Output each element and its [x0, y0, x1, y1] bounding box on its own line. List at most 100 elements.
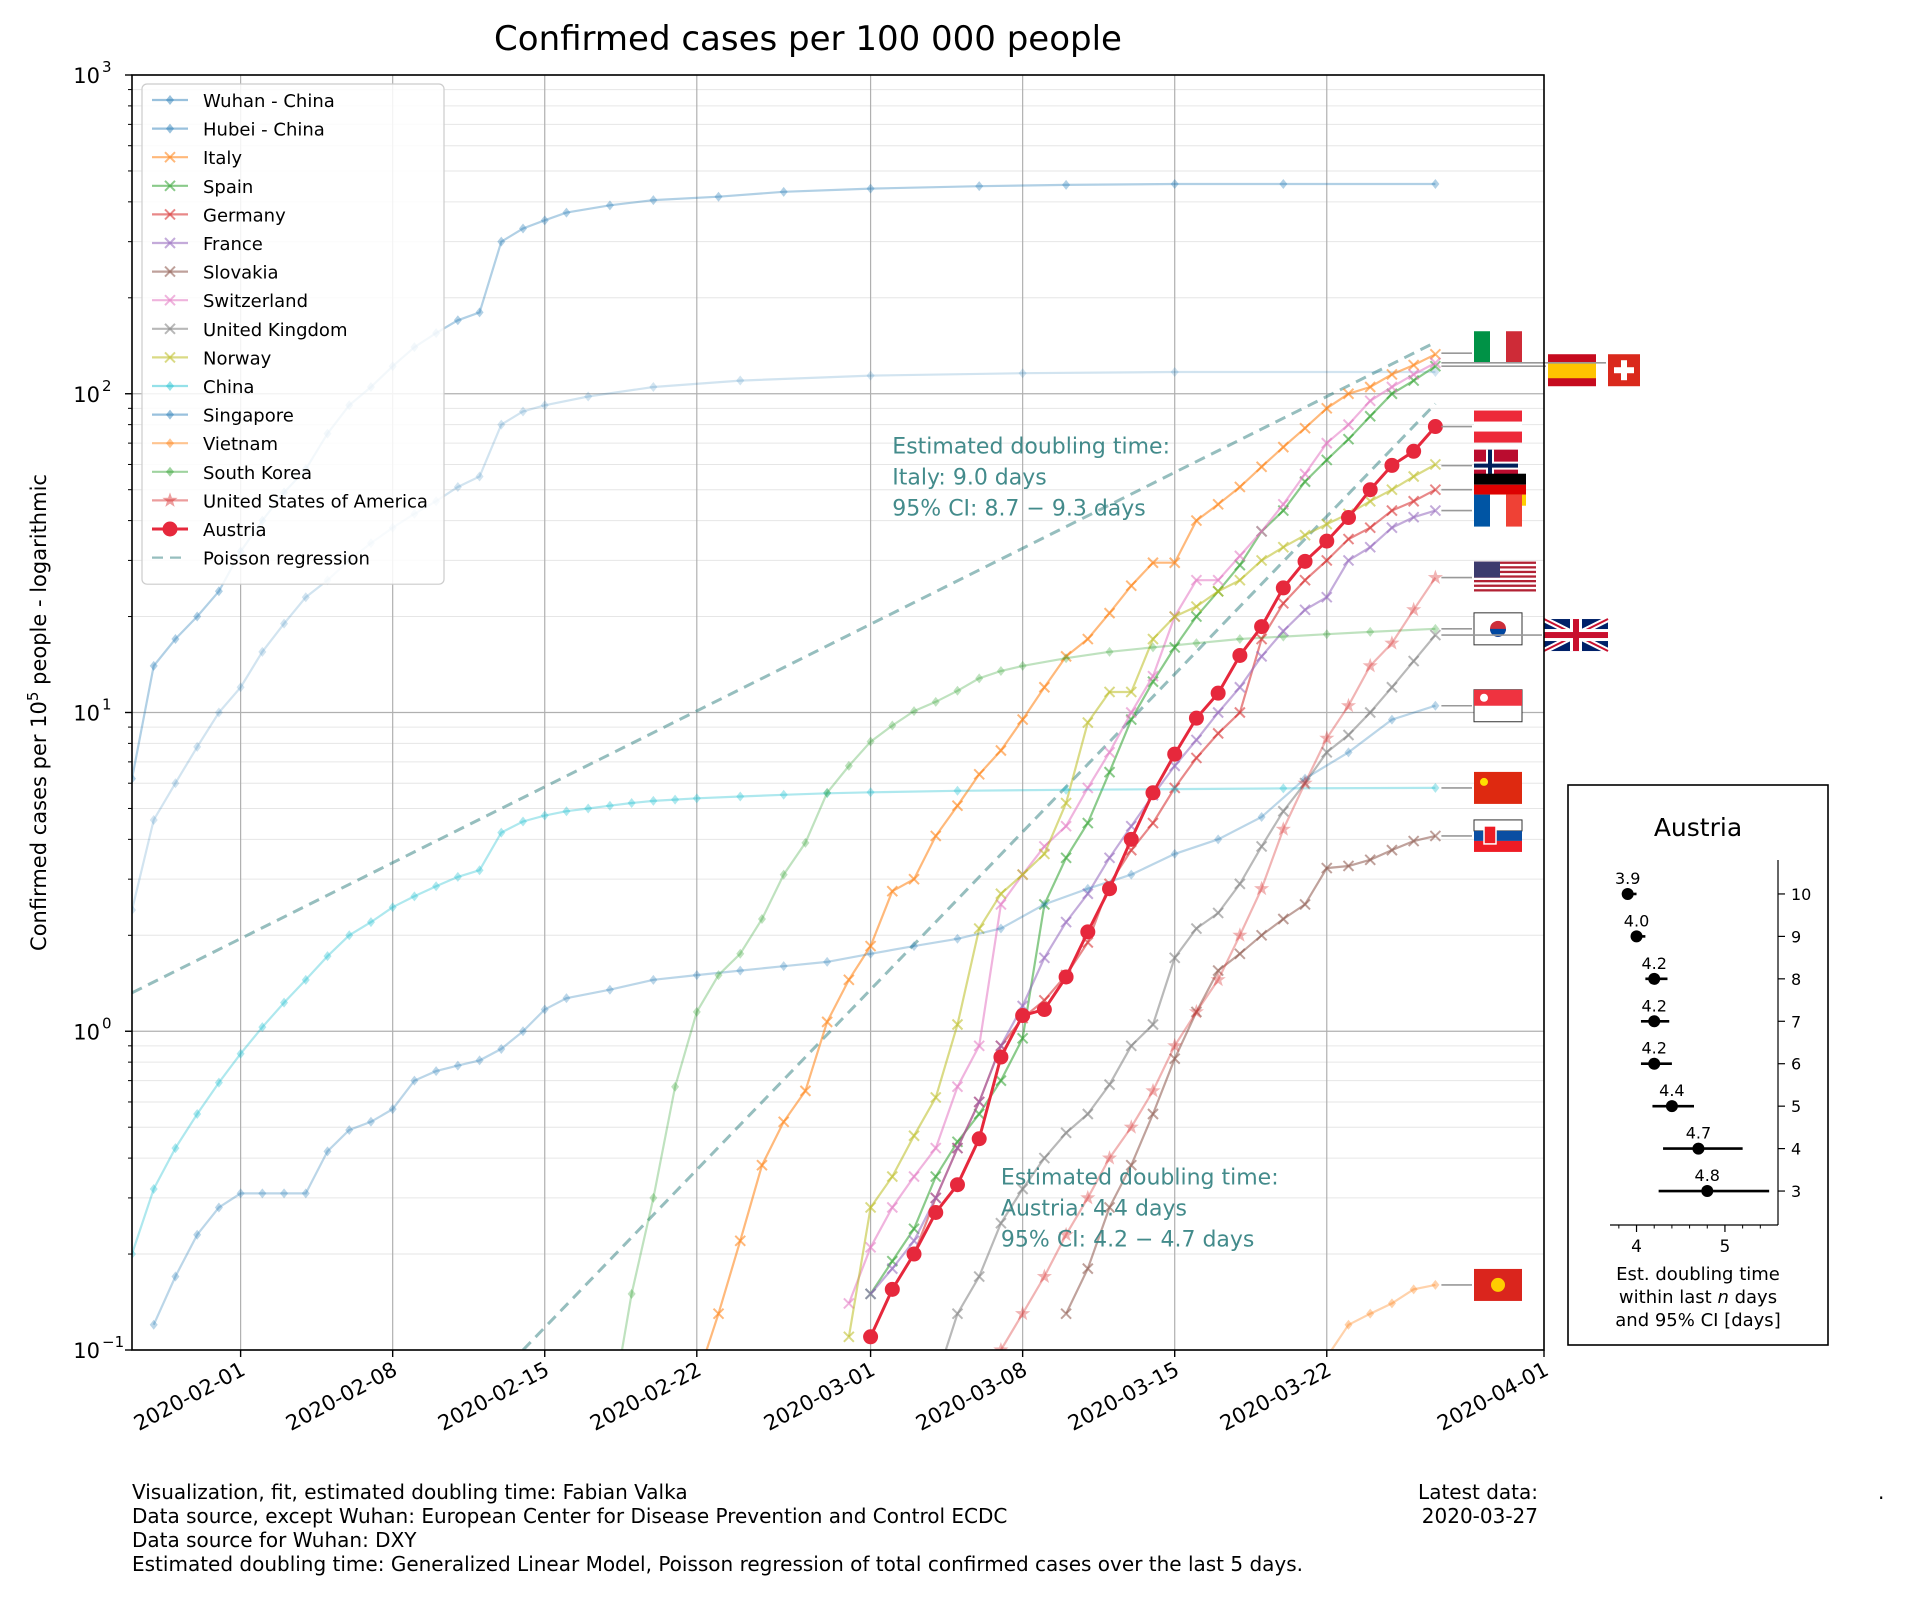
- data-point: [1082, 1262, 1094, 1275]
- legend-label: South Korea: [203, 463, 312, 484]
- inset-estimate-point: [1692, 1142, 1705, 1155]
- data-point: [649, 195, 658, 206]
- data-point: [1364, 521, 1376, 534]
- legend-entry-spain: Spain: [152, 177, 253, 198]
- data-point: [497, 827, 506, 838]
- legend-entry-singapore: Singapore: [152, 406, 294, 427]
- data-point: [1147, 633, 1159, 645]
- credits-footer: Visualization, fit, estimated doubling t…: [132, 1480, 1303, 1576]
- data-point: [1060, 1307, 1072, 1320]
- credit-line-method: Estimated doubling time: Generalized Lin…: [132, 1552, 1304, 1576]
- annotation-line: 95% CI: 8.7 − 9.3 days: [892, 496, 1145, 521]
- data-point: [258, 1022, 267, 1033]
- latest-data-label: Latest data:: [1418, 1480, 1538, 1504]
- data-point: [1319, 730, 1335, 745]
- data-point: [132, 773, 136, 784]
- data-point: [280, 1188, 289, 1199]
- data-point: [1212, 706, 1224, 719]
- data-point: [562, 993, 571, 1004]
- data-point: [1080, 924, 1096, 940]
- data-point: [821, 1016, 833, 1028]
- data-point: [1254, 619, 1270, 635]
- inset-estimate-n8: 4.2: [1641, 954, 1668, 985]
- data-point: [779, 869, 788, 880]
- legend-swatch-marker: [164, 294, 176, 306]
- data-point: [1407, 359, 1420, 371]
- data-point: [973, 922, 985, 935]
- data-point: [1431, 700, 1440, 711]
- data-point: [366, 1116, 375, 1127]
- data-point: [1299, 574, 1311, 586]
- data-point: [562, 806, 571, 817]
- y-tick-label: 10: [73, 383, 100, 407]
- data-point: [779, 186, 788, 197]
- legend-label: Switzerland: [203, 291, 308, 312]
- data-point: [345, 1125, 354, 1135]
- credit-line-visualization: Visualization, fit, estimated doubling t…: [132, 1480, 688, 1504]
- data-point: [1299, 898, 1311, 911]
- data-point: [649, 381, 658, 392]
- data-point: [1169, 641, 1181, 654]
- data-point: [1407, 835, 1420, 847]
- data-point: [258, 1188, 267, 1199]
- data-point: [1321, 591, 1333, 603]
- data-point: [649, 795, 658, 806]
- data-point: [886, 1262, 899, 1275]
- data-point: [1255, 633, 1268, 645]
- data-point: [1297, 553, 1313, 569]
- data-point: [866, 736, 875, 747]
- credit-line-wuhan-source: Data source for Wuhan: DXY: [132, 1528, 417, 1552]
- credit-line-data-source: Data source, except Wuhan: European Cent…: [132, 1504, 1008, 1528]
- data-point: [1321, 518, 1333, 530]
- x-tick-label: 2020-03-15: [1064, 1357, 1183, 1435]
- data-point: [930, 1091, 942, 1104]
- data-point: [1234, 948, 1246, 960]
- legend-entry-norway: Norway: [152, 348, 272, 369]
- data-point: [1340, 510, 1356, 526]
- legend-label: France: [203, 234, 263, 255]
- data-point: [1299, 422, 1311, 434]
- data-point: [1297, 775, 1313, 790]
- data-point: [1234, 574, 1246, 586]
- series-singapore: [149, 700, 1440, 1330]
- data-point: [1407, 470, 1420, 483]
- data-point: [908, 1170, 920, 1183]
- legend-entry-hubei-china: Hubei - China: [152, 120, 325, 141]
- data-point: [475, 471, 484, 482]
- inset-x-tick-label: 4: [1631, 1237, 1642, 1257]
- data-point: [1342, 729, 1355, 741]
- legend-swatch-marker: [166, 95, 174, 105]
- inset-y-tick-label: 9: [1791, 927, 1801, 946]
- data-point: [951, 1018, 964, 1031]
- data-point: [995, 1074, 1007, 1087]
- data-point: [1409, 1284, 1418, 1295]
- data-point: [1212, 574, 1224, 586]
- data-point: [930, 1142, 942, 1154]
- data-point: [930, 1192, 942, 1204]
- data-point: [497, 1043, 506, 1054]
- data-point: [799, 1085, 812, 1097]
- data-point: [1190, 752, 1203, 764]
- data-point: [193, 611, 202, 622]
- legend-label: Germany: [203, 205, 286, 226]
- data-point: [1362, 482, 1378, 498]
- data-point: [671, 1081, 680, 1092]
- data-point: [1234, 706, 1246, 719]
- series-line-china: [132, 786, 1436, 1255]
- legend-label: Spain: [203, 177, 253, 198]
- data-point: [258, 646, 267, 657]
- data-point: [1145, 1082, 1161, 1098]
- data-point: [1429, 483, 1442, 496]
- data-point: [388, 902, 397, 913]
- data-point: [1125, 1040, 1137, 1052]
- flag-france: [1441, 494, 1522, 527]
- annotation-line: Estimated doubling time:: [892, 434, 1170, 459]
- annotation-line: Austria: 4.4 days: [1001, 1197, 1187, 1222]
- data-point: [193, 741, 202, 752]
- data-point: [1387, 1298, 1396, 1309]
- data-point: [1058, 969, 1074, 985]
- data-point: [692, 793, 701, 804]
- data-point: [1062, 784, 1071, 795]
- data-point: [214, 707, 223, 718]
- data-point: [519, 1026, 528, 1037]
